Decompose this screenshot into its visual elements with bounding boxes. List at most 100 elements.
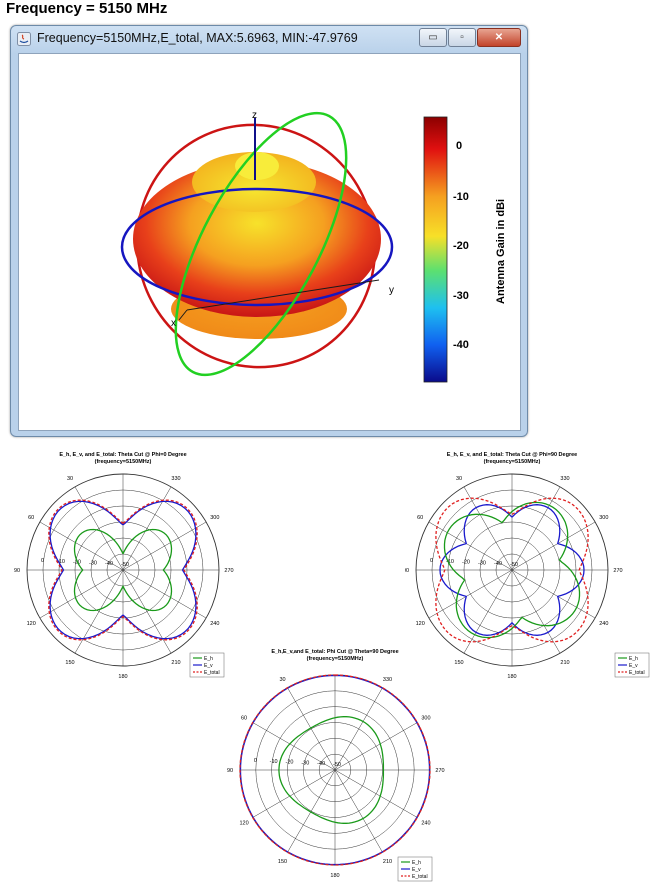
- polar-spoke: [122, 521, 207, 571]
- polar-spoke: [122, 569, 172, 654]
- top-lobe: [192, 152, 316, 212]
- green-ring: [174, 111, 348, 377]
- polar-spoke: [428, 569, 513, 619]
- e-v-curve: [49, 500, 197, 640]
- polar-legend: [397, 856, 433, 882]
- colorbar-ticks: 0 -10 -20 -30 -40: [453, 140, 469, 351]
- angle-label: 240: [210, 621, 219, 627]
- polar-spoke: [74, 486, 124, 571]
- y-axis-label: y: [389, 285, 394, 296]
- radial-label: -10: [446, 559, 454, 565]
- polar-spoke: [287, 769, 336, 853]
- radial-label: 0: [254, 758, 257, 764]
- window-controls: ▭ ▫ ✕: [418, 28, 521, 47]
- x-axis: [178, 309, 188, 321]
- polar-title: E_h, E_v, and E_total: Theta Cut @ Phi=9…: [447, 452, 577, 458]
- legend-label: E_total: [629, 670, 645, 676]
- polar-spoke: [252, 722, 336, 771]
- legend-label: E_h: [412, 860, 421, 866]
- polar-spoke: [428, 521, 513, 571]
- angle-label: 240: [421, 821, 430, 827]
- top-tip: [235, 152, 279, 180]
- polar-title: E_h, E_v, and E_total: Theta Cut @ Phi=0…: [59, 452, 186, 458]
- polar-subtitle: (frequency=5150MHz): [484, 459, 541, 465]
- radial-label: -50: [510, 562, 518, 568]
- close-button[interactable]: ✕: [477, 28, 521, 47]
- radial-label: -10: [270, 759, 278, 765]
- radial-label: -30: [89, 560, 97, 566]
- angle-label: 330: [171, 476, 180, 482]
- angle-label: 270: [224, 568, 233, 574]
- angle-label: 90: [405, 568, 409, 574]
- legend-label: E_total: [204, 670, 220, 676]
- polar-subtitle: (frequency=5150MHz): [95, 459, 152, 465]
- angle-label: 30: [279, 677, 285, 683]
- angle-label: 60: [28, 515, 34, 521]
- e-total-curve: [239, 674, 431, 866]
- radial-label: -20: [462, 560, 470, 566]
- angle-label: 240: [599, 621, 608, 627]
- colorbar-tick: -10: [453, 191, 469, 203]
- polar-spoke: [334, 687, 383, 771]
- radial-label: -50: [333, 762, 341, 768]
- angle-label: 60: [241, 716, 247, 722]
- legend-label: E_h: [629, 656, 638, 662]
- angle-label: 30: [456, 476, 462, 482]
- radial-label: -40: [105, 561, 113, 567]
- angle-label: 330: [383, 677, 392, 683]
- polar-plot-theta90: E_h,E_v,and E_total: Phi Cut @ Theta=90 …: [227, 649, 445, 882]
- radial-label: -30: [301, 760, 309, 766]
- colorbar-tick: -20: [453, 240, 469, 252]
- angle-label: 270: [613, 568, 622, 574]
- main-lobe: [133, 161, 381, 317]
- angle-label: 180: [330, 873, 339, 879]
- radial-label: 0: [430, 558, 433, 564]
- angle-label: 30: [67, 476, 73, 482]
- figure-window[interactable]: Frequency=5150MHz,E_total, MAX:5.6963, M…: [10, 25, 528, 437]
- radial-label: -40: [494, 561, 502, 567]
- angle-label: 300: [421, 716, 430, 722]
- angle-label: 90: [227, 768, 233, 774]
- colorbar-label: Antenna Gain in dBi: [495, 199, 507, 304]
- colorbar: [423, 116, 448, 383]
- z-axis-label: z: [252, 110, 257, 121]
- e-total-curve: [48, 499, 198, 641]
- polar-spoke: [122, 569, 207, 619]
- polar-plot-phi90: E_h, E_v, and E_total: Theta Cut @ Phi=9…: [405, 452, 650, 680]
- figure-canvas[interactable]: z y x 0 -10 -20 -30 -40 Antenna Gain in …: [18, 53, 521, 431]
- angle-label: 150: [65, 660, 74, 666]
- polar-spoke: [122, 486, 172, 571]
- legend-label: E_v: [412, 867, 421, 873]
- radial-label: -40: [317, 761, 325, 767]
- colorbar-tick: 0: [456, 140, 462, 152]
- maximize-button[interactable]: ▫: [448, 28, 476, 47]
- radiation-pattern-3d: z y x 0 -10 -20 -30 -40 Antenna Gain in …: [120, 110, 507, 383]
- polar-plot-phi0: E_h, E_v, and E_total: Theta Cut @ Phi=0…: [14, 452, 234, 680]
- angle-label: 60: [417, 515, 423, 521]
- e-total-curve: [435, 497, 589, 643]
- radial-label: -20: [73, 560, 81, 566]
- angle-label: 120: [239, 821, 248, 827]
- radial-label: -50: [121, 562, 129, 568]
- angle-label: 210: [383, 859, 392, 865]
- minimize-button[interactable]: ▭: [419, 28, 447, 47]
- polar-spoke: [511, 521, 596, 571]
- angle-label: 180: [118, 674, 127, 680]
- angle-label: 210: [560, 660, 569, 666]
- polar-spoke: [39, 521, 124, 571]
- colorbar-tick: -30: [453, 290, 469, 302]
- angle-label: 300: [599, 515, 608, 521]
- e-v-curve: [439, 504, 585, 636]
- polar-spoke: [511, 569, 596, 619]
- polar-spoke: [334, 769, 383, 853]
- e-h-curve: [278, 716, 385, 824]
- angle-label: 180: [507, 674, 516, 680]
- window-title: Frequency=5150MHz,E_total, MAX:5.6963, M…: [37, 31, 358, 45]
- angle-label: 120: [416, 621, 425, 627]
- angle-label: 150: [454, 660, 463, 666]
- java-app-icon: [17, 32, 31, 46]
- legend-label: E_v: [629, 663, 638, 669]
- blue-ring: [120, 187, 394, 307]
- angle-label: 270: [435, 768, 444, 774]
- radial-label: -20: [286, 760, 294, 766]
